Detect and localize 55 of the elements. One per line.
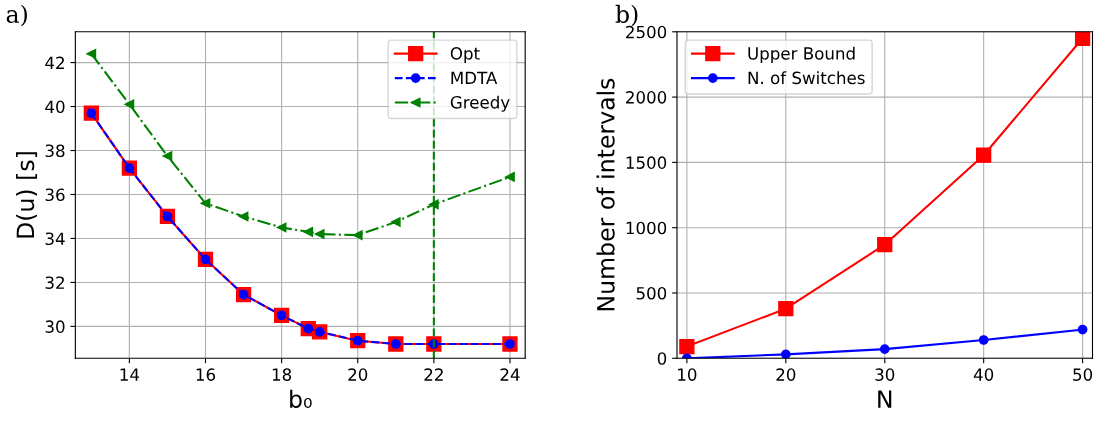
- point: [86, 48, 97, 59]
- legend-label: MDTA: [451, 71, 498, 84]
- y-tick-label: 40: [45, 100, 65, 114]
- x-tick-label: 16: [196, 368, 216, 381]
- x-tick-label: 10: [678, 368, 697, 381]
- legend-label: N. of Switches: [748, 71, 865, 85]
- y-axis-title: Number of intervals: [596, 78, 615, 311]
- y-tick-label: 32: [45, 276, 64, 289]
- y-tick-label: 30: [45, 320, 65, 333]
- point: [124, 99, 135, 110]
- point: [976, 147, 992, 163]
- x-tick-label: 20: [776, 368, 796, 381]
- point: [162, 151, 173, 161]
- x-tick-label: 14: [120, 368, 140, 381]
- point: [276, 222, 287, 233]
- point: [314, 229, 325, 239]
- y-tick-label: 1000: [626, 221, 667, 235]
- x-tick-label: 20: [348, 368, 368, 381]
- point: [428, 199, 439, 210]
- point: [238, 211, 249, 222]
- point: [200, 198, 211, 209]
- y-tick-label: 2000: [626, 91, 667, 104]
- y-tick-label: 2500: [626, 25, 667, 39]
- point: [1074, 31, 1091, 46]
- legend-label: Greedy: [450, 95, 510, 112]
- point: [505, 172, 515, 182]
- y-tick-label: 0: [657, 352, 667, 365]
- y-tick-label: 38: [45, 144, 65, 158]
- y-tick-label: 42: [45, 56, 64, 69]
- x-axis-title: N: [878, 390, 892, 408]
- x-tick-label: 18: [272, 368, 292, 381]
- y-tick-label: 34: [45, 232, 65, 246]
- point: [780, 349, 791, 359]
- x-tick-label: 50: [1073, 368, 1093, 381]
- point: [877, 237, 893, 253]
- x-axis-title: b₀: [290, 389, 312, 408]
- y-axis-title: D(u) [s]: [16, 152, 38, 238]
- point: [390, 217, 401, 227]
- x-tick-label: 22: [424, 368, 443, 381]
- point: [778, 301, 794, 317]
- x-tick-label: 24: [500, 368, 520, 381]
- y-tick-label: 1500: [626, 156, 667, 169]
- point: [303, 227, 314, 237]
- point: [679, 338, 695, 355]
- y-tick-label: 36: [45, 188, 65, 202]
- point: [1077, 324, 1088, 335]
- legend-label: Opt: [450, 47, 480, 63]
- text: a): [6, 4, 27, 27]
- x-tick-label: 30: [875, 368, 895, 381]
- y-tick-label: 500: [636, 286, 667, 300]
- text: b): [615, 4, 638, 27]
- x-tick-label: 40: [973, 368, 994, 381]
- point: [879, 344, 890, 355]
- point: [978, 335, 989, 345]
- legend-label: Upper Bound: [748, 46, 855, 63]
